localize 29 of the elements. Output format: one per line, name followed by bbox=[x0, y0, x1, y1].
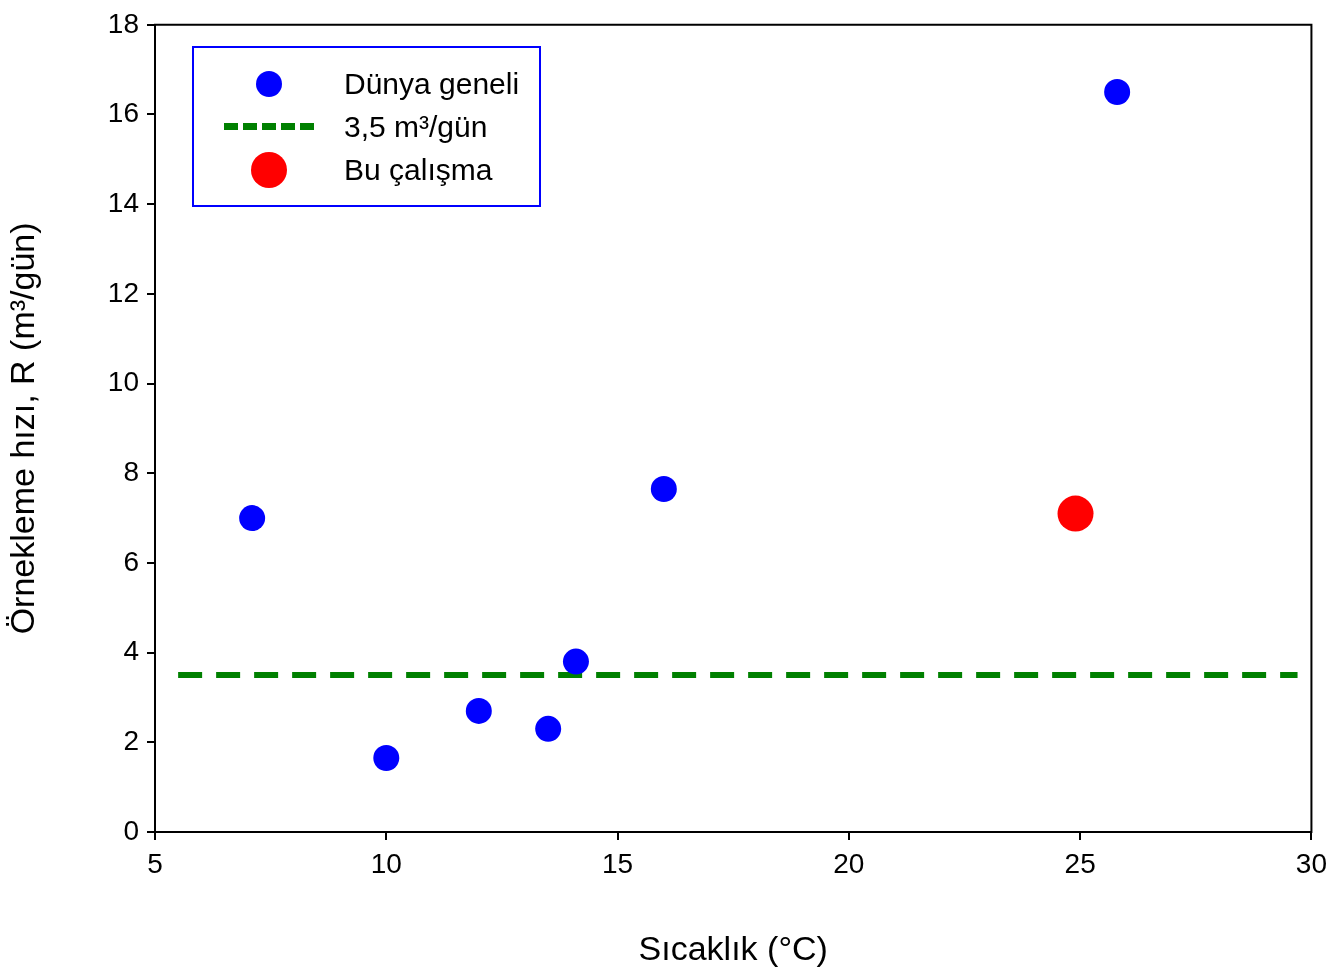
y-tick-label: 2 bbox=[123, 725, 139, 757]
point bbox=[562, 648, 589, 675]
point bbox=[239, 505, 266, 532]
y-tick-label: 6 bbox=[123, 545, 139, 577]
point bbox=[1057, 495, 1094, 532]
point bbox=[535, 715, 562, 742]
x-axis-title: Sıcaklık (°C) bbox=[638, 928, 828, 967]
legend-label: Dünya geneli bbox=[344, 66, 520, 101]
x-tick-label: 15 bbox=[601, 847, 634, 879]
y-tick-label: 4 bbox=[123, 635, 139, 667]
point bbox=[650, 475, 677, 502]
point bbox=[1104, 79, 1131, 106]
point bbox=[373, 745, 400, 772]
x-tick-label: 25 bbox=[1064, 847, 1096, 879]
x-tick-label: 20 bbox=[833, 847, 865, 879]
legend-label: Bu çalışma bbox=[344, 152, 493, 187]
y-tick-label: 14 bbox=[107, 186, 139, 218]
x-tick-label: 10 bbox=[370, 847, 402, 879]
x-tick-label: 30 bbox=[1295, 847, 1328, 879]
y-tick-label: 16 bbox=[107, 97, 139, 129]
y-tick-label: 12 bbox=[107, 276, 139, 308]
y-tick-label: 18 bbox=[107, 7, 139, 39]
y-tick-label: 10 bbox=[107, 366, 139, 398]
y-tick-label: 8 bbox=[123, 455, 139, 487]
x-tick-label: 5 bbox=[147, 847, 163, 879]
legend-label: 3,5 m³/gün bbox=[344, 109, 488, 144]
y-axis-title: Örnekleme hızı, R (m³/gün) bbox=[2, 222, 41, 635]
point bbox=[465, 697, 492, 724]
y-tick-label: 0 bbox=[123, 814, 139, 846]
